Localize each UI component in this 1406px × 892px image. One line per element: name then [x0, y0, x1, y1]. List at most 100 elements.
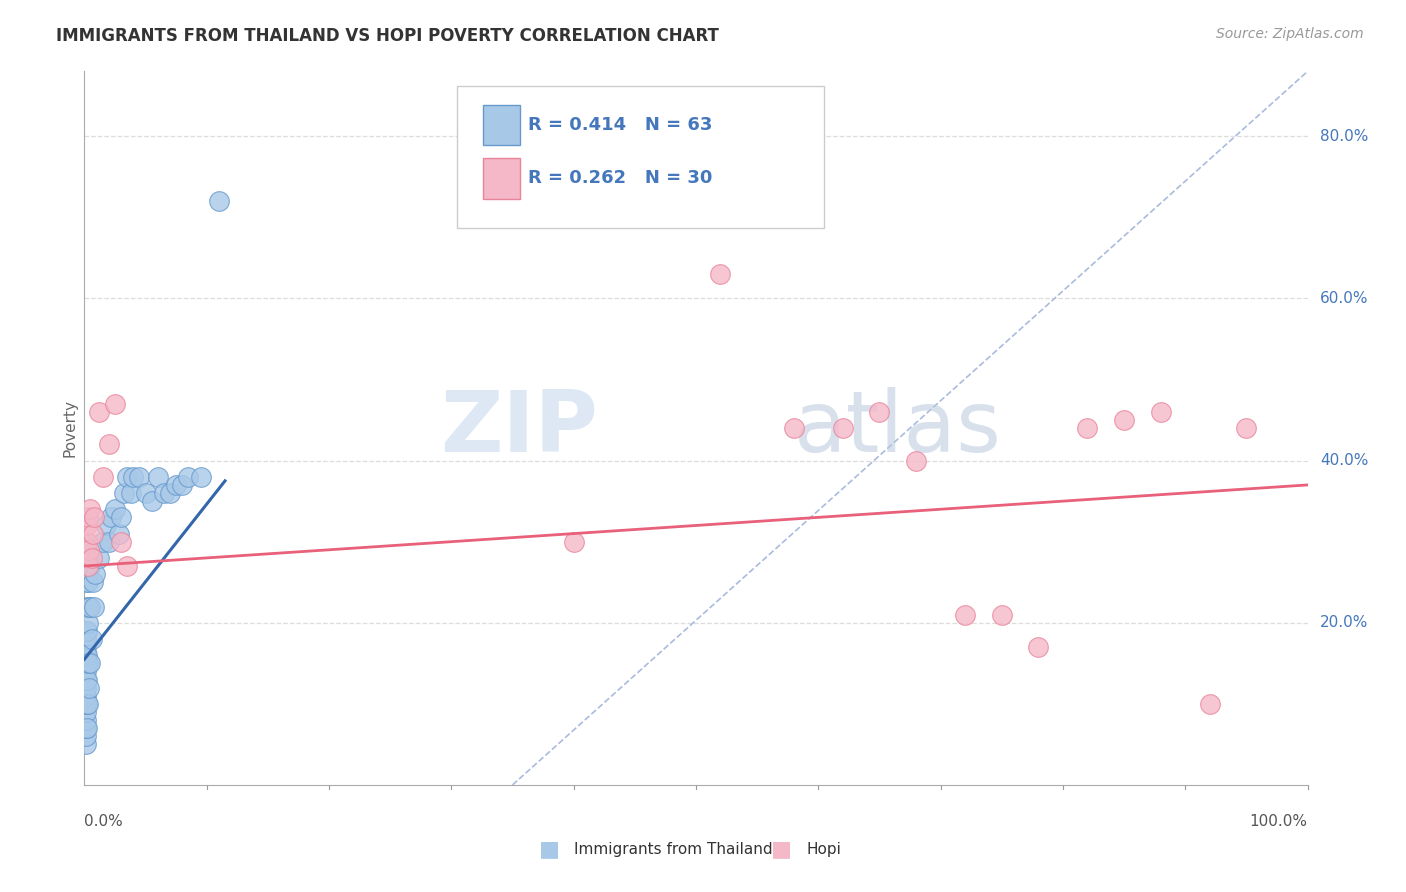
Point	[80, 550, 103, 565]
Point	[75, 657, 97, 671]
Point	[96, 518, 118, 533]
Text: 40.0%: 40.0%	[1320, 453, 1368, 468]
Point	[905, 453, 928, 467]
Point	[104, 502, 127, 516]
Point	[77, 615, 100, 630]
Text: Source: ZipAtlas.com: Source: ZipAtlas.com	[1216, 27, 1364, 41]
Point	[953, 607, 976, 622]
Point	[76, 599, 98, 614]
Point	[75, 640, 97, 654]
Point	[153, 486, 176, 500]
Point	[122, 470, 145, 484]
Point	[75, 624, 97, 638]
Point	[76, 648, 98, 663]
Point	[190, 470, 212, 484]
Point	[110, 510, 132, 524]
Text: ZIP: ZIP	[440, 386, 598, 470]
Point	[1150, 405, 1173, 419]
Point	[91, 534, 114, 549]
Text: 100.0%: 100.0%	[1250, 814, 1308, 829]
Point	[208, 194, 231, 208]
Point	[1236, 421, 1258, 435]
Text: R = 0.414   N = 63: R = 0.414 N = 63	[529, 116, 713, 134]
FancyBboxPatch shape	[484, 158, 520, 199]
Point	[104, 397, 127, 411]
FancyBboxPatch shape	[484, 104, 520, 145]
Point	[75, 648, 97, 663]
Point	[831, 421, 853, 435]
Point	[97, 534, 120, 549]
Point	[87, 550, 110, 565]
Point	[141, 494, 163, 508]
Point	[77, 559, 100, 574]
Text: ■: ■	[538, 839, 560, 859]
Point	[172, 478, 194, 492]
Point	[991, 607, 1014, 622]
Point	[107, 526, 129, 541]
Point	[82, 526, 104, 541]
Point	[75, 681, 97, 695]
Text: 0.0%: 0.0%	[84, 814, 124, 829]
Point	[112, 486, 135, 500]
Point	[75, 729, 97, 743]
Point	[82, 575, 104, 590]
Point	[115, 559, 138, 574]
Point	[75, 705, 97, 719]
Text: R = 0.262   N = 30: R = 0.262 N = 30	[529, 169, 713, 187]
Text: 80.0%: 80.0%	[1320, 128, 1368, 144]
Point	[146, 470, 169, 484]
Point	[80, 632, 103, 646]
Point	[76, 697, 98, 711]
Point	[77, 657, 100, 671]
Point	[128, 470, 150, 484]
Point	[79, 559, 101, 574]
Point	[562, 534, 585, 549]
Point	[76, 542, 98, 557]
Point	[84, 567, 107, 582]
Point	[76, 575, 98, 590]
Point	[1076, 421, 1098, 435]
Point	[159, 486, 181, 500]
Point	[79, 657, 101, 671]
Point	[1028, 640, 1050, 654]
Point	[75, 738, 97, 752]
Point	[75, 632, 97, 646]
Point	[76, 673, 98, 687]
Text: atlas: atlas	[794, 386, 1002, 470]
Point	[77, 542, 100, 557]
Point	[1114, 413, 1136, 427]
Point	[76, 518, 98, 533]
Point	[83, 510, 105, 524]
Text: ■: ■	[770, 839, 792, 859]
Point	[76, 550, 98, 565]
Text: Immigrants from Thailand: Immigrants from Thailand	[574, 842, 772, 856]
Point	[79, 502, 101, 516]
Point	[100, 510, 122, 524]
Point	[77, 510, 100, 524]
Point	[75, 550, 97, 565]
Point	[76, 721, 98, 735]
Point	[97, 437, 120, 451]
Point	[77, 550, 100, 565]
Point	[77, 697, 100, 711]
Point	[120, 486, 142, 500]
Text: Hopi: Hopi	[806, 842, 841, 856]
Point	[135, 486, 157, 500]
Point	[91, 470, 114, 484]
Point	[77, 575, 100, 590]
Point	[75, 665, 97, 679]
Point	[76, 534, 98, 549]
FancyBboxPatch shape	[457, 86, 824, 228]
Point	[75, 721, 97, 735]
Point	[709, 267, 731, 281]
Point	[76, 624, 98, 638]
Y-axis label: Poverty: Poverty	[62, 399, 77, 458]
Point	[75, 689, 97, 703]
Point	[75, 713, 97, 727]
Point	[869, 405, 891, 419]
Point	[75, 697, 97, 711]
Point	[1198, 697, 1220, 711]
Point	[77, 550, 100, 565]
Point	[165, 478, 187, 492]
Point	[75, 673, 97, 687]
